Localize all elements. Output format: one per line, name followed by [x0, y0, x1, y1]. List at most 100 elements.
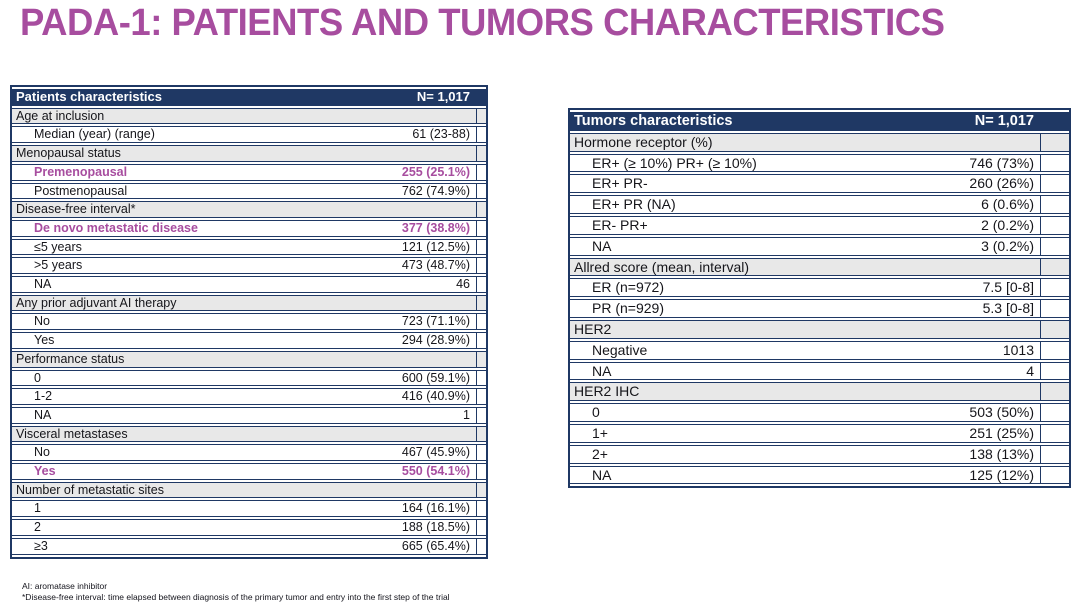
row-value: 762 (74.9%) — [312, 182, 477, 200]
footnotes: AI: aromatase inhibitor *Disease-free in… — [22, 581, 450, 602]
row-strip — [1041, 340, 1069, 360]
row-value: 377 (38.8%) — [312, 219, 477, 237]
row-label: Postmenopausal — [12, 182, 312, 200]
row-value: 46 — [312, 276, 477, 293]
data-row: 1+ 251 (25%) — [570, 423, 1069, 443]
row-label: ≤5 years — [12, 238, 312, 256]
row-value: 260 (26%) — [860, 174, 1041, 194]
tumors-characteristics-table: Tumors characteristics N= 1,017 Hormone … — [568, 108, 1071, 489]
row-value: 164 (16.1%) — [312, 500, 477, 518]
row-label: Disease-free interval* — [12, 201, 312, 218]
row-value: 5.3 [0-8] — [860, 299, 1041, 318]
row-label: ER+ PR- — [570, 174, 860, 194]
row-value: 1013 — [860, 340, 1041, 360]
row-value: 294 (28.9%) — [312, 332, 477, 349]
row-strip — [477, 201, 486, 218]
row-label: 0 — [570, 403, 860, 422]
tumors-table-header-strip — [1041, 112, 1069, 131]
row-strip — [1041, 153, 1069, 173]
row-label: Yes — [12, 463, 312, 480]
row-strip — [1041, 382, 1069, 402]
data-row: ER (n=972) 7.5 [0-8] — [570, 278, 1069, 298]
row-value: 6 (0.6%) — [860, 195, 1041, 214]
data-row: Negative 1013 — [570, 340, 1069, 360]
row-strip — [477, 425, 486, 443]
row-label: 2+ — [570, 444, 860, 464]
patients-table-n-count: N= 1,017 — [312, 89, 477, 106]
data-row: Premenopausal 255 (25.1%) — [12, 163, 486, 181]
row-label: Hormone receptor (%) — [570, 132, 860, 152]
row-value: 600 (59.1%) — [312, 369, 477, 387]
row-label: Age at inclusion — [12, 107, 312, 125]
row-label: Median (year) (range) — [12, 126, 312, 144]
patients-table-header-strip — [477, 89, 486, 106]
patients-table-title: Patients characteristics — [12, 89, 312, 106]
row-label: 0 — [12, 369, 312, 387]
data-row: >5 years 473 (48.7%) — [12, 257, 486, 275]
row-label: HER2 IHC — [570, 382, 860, 402]
row-value: 61 (23-88) — [312, 126, 477, 144]
row-value: 473 (48.7%) — [312, 257, 477, 275]
row-value — [860, 132, 1041, 152]
row-strip — [477, 163, 486, 181]
section-header-row: Any prior adjuvant AI therapy — [12, 294, 486, 312]
section-header-row: Menopausal status — [12, 145, 486, 162]
row-strip — [477, 313, 486, 331]
section-header-row: HER2 — [570, 319, 1069, 339]
row-label: NA — [570, 236, 860, 256]
row-label: ≥3 — [12, 537, 312, 555]
row-value: 503 (50%) — [860, 403, 1041, 422]
row-value: 665 (65.4%) — [312, 537, 477, 555]
row-label: Any prior adjuvant AI therapy — [12, 294, 312, 312]
row-strip — [1041, 236, 1069, 256]
row-value: 125 (12%) — [860, 465, 1041, 485]
data-row: ER+ PR- 260 (26%) — [570, 174, 1069, 194]
section-header-row: Age at inclusion — [12, 107, 486, 125]
row-label: ER+ PR (NA) — [570, 195, 860, 214]
row-label: Visceral metastases — [12, 425, 312, 443]
data-row: 1-2 416 (40.9%) — [12, 388, 486, 405]
data-row: 0 503 (50%) — [570, 403, 1069, 422]
footnote-ai-abbreviation: AI: aromatase inhibitor — [22, 581, 108, 591]
row-value — [312, 294, 477, 312]
data-row: No 723 (71.1%) — [12, 313, 486, 331]
row-strip — [1041, 465, 1069, 485]
section-header-row: HER2 IHC — [570, 382, 1069, 402]
row-strip — [477, 182, 486, 200]
row-label: Premenopausal — [12, 163, 312, 181]
row-strip — [477, 257, 486, 275]
data-row: 0 600 (59.1%) — [12, 369, 486, 387]
row-strip — [477, 388, 486, 405]
row-value: 4 — [860, 361, 1041, 381]
section-header-row: Allred score (mean, interval) — [570, 257, 1069, 277]
row-value: 467 (45.9%) — [312, 444, 477, 462]
row-value: 723 (71.1%) — [312, 313, 477, 331]
row-label: 2 — [12, 519, 312, 536]
row-label: De novo metastatic disease — [12, 219, 312, 237]
row-strip — [477, 219, 486, 237]
data-row: ER- PR+ 2 (0.2%) — [570, 215, 1069, 235]
row-value: 746 (73%) — [860, 153, 1041, 173]
row-strip — [1041, 299, 1069, 318]
row-value: 138 (13%) — [860, 444, 1041, 464]
row-strip — [477, 145, 486, 162]
row-label: HER2 — [570, 319, 860, 339]
row-value — [312, 481, 477, 499]
data-row: ≤5 years 121 (12.5%) — [12, 238, 486, 256]
footnote-disease-free-interval: *Disease-free interval: time elapsed bet… — [22, 591, 450, 602]
row-strip — [1041, 319, 1069, 339]
row-strip — [477, 350, 486, 368]
row-label: NA — [12, 276, 312, 293]
section-header-row: Visceral metastases — [12, 425, 486, 443]
row-value — [860, 257, 1041, 277]
row-strip — [477, 238, 486, 256]
row-value: 3 (0.2%) — [860, 236, 1041, 256]
row-label: Yes — [12, 332, 312, 349]
data-row: ≥3 665 (65.4%) — [12, 537, 486, 555]
row-strip — [477, 332, 486, 349]
data-row: 2+ 138 (13%) — [570, 444, 1069, 464]
row-label: ER+ (≥ 10%) PR+ (≥ 10%) — [570, 153, 860, 173]
row-strip — [1041, 174, 1069, 194]
row-strip — [1041, 361, 1069, 381]
